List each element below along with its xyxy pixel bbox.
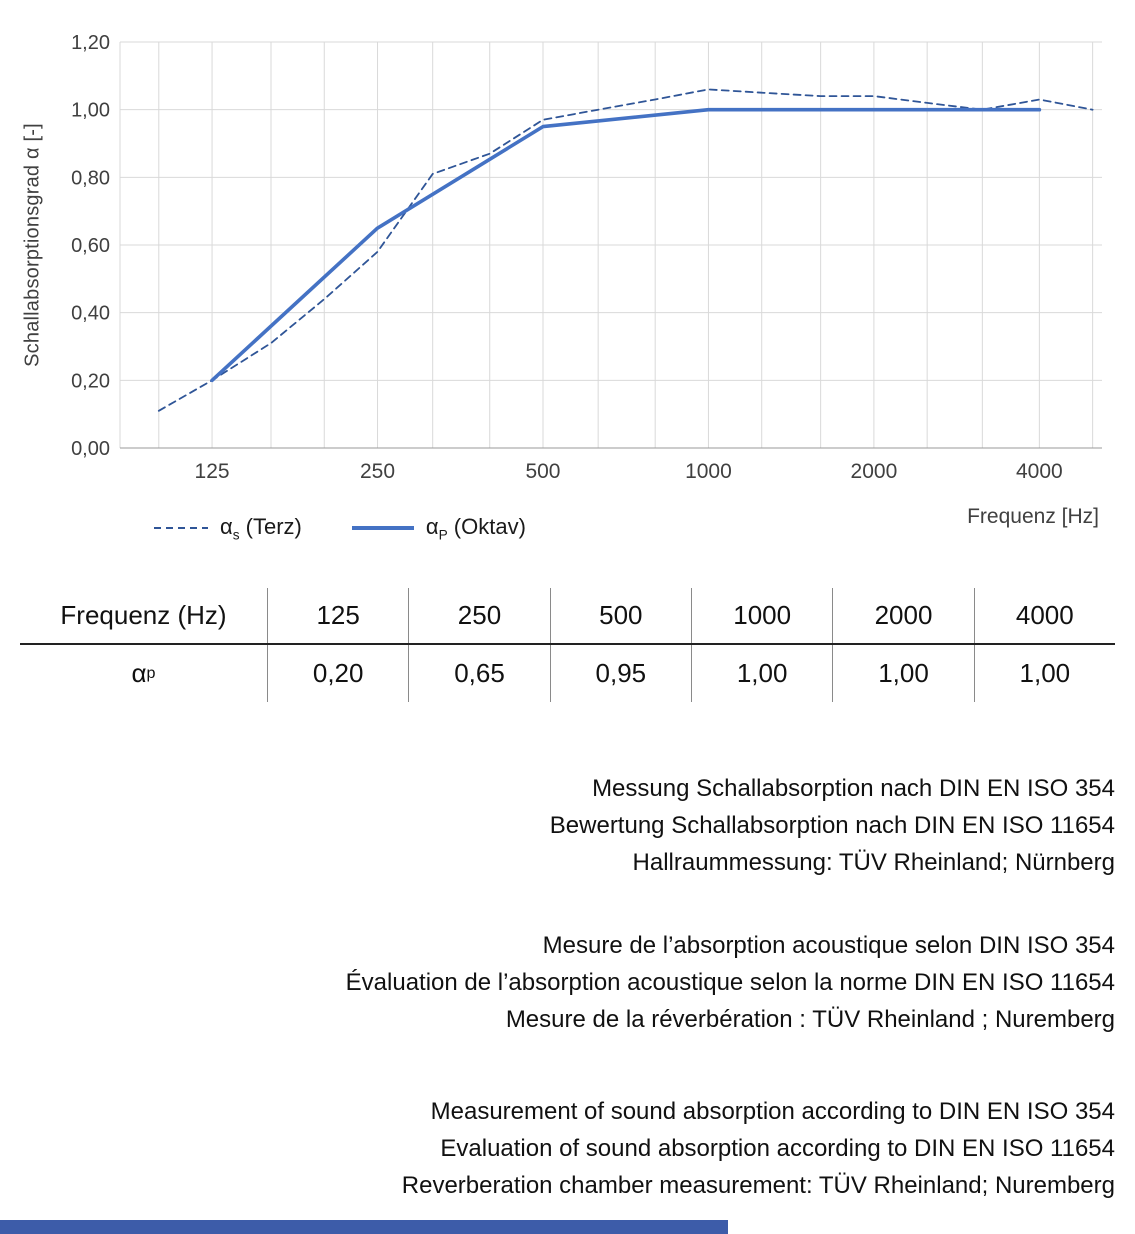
series-line-1 — [210, 107, 1042, 383]
legend-sub: s — [232, 527, 240, 543]
legend-item-terz: αs (Terz) — [152, 514, 302, 542]
table-cell: 0,65 — [408, 645, 549, 702]
y-tick-label: 0,00 — [71, 438, 110, 460]
table-cell: 4000 — [973, 588, 1115, 643]
table-cell: 2000 — [832, 588, 973, 643]
table-cell: 0,95 — [549, 645, 691, 702]
legend-item-oktav: αP (Oktav) — [350, 514, 526, 542]
legend-alpha: α — [425, 514, 439, 539]
row-label-sub: p — [146, 664, 156, 682]
legend-text: (Oktav) — [447, 514, 526, 539]
table-cell: 1,00 — [832, 645, 973, 702]
note-line: Measurement of sound absorption accordin… — [430, 1098, 1115, 1125]
y-axis-title: Schallabsorptionsgrad α [-] — [21, 123, 44, 367]
note-line: Évaluation de l’absorption acoustique se… — [345, 969, 1115, 996]
legend-dashed-line-sample — [154, 527, 208, 530]
absorption-table: Frequenz (Hz) 125 250 500 1000 2000 4000… — [20, 588, 1115, 702]
notes-french: Mesure de l’absorption acoustique selon … — [346, 927, 1115, 1038]
legend-label-oktav: αP (Oktav) — [426, 514, 526, 542]
y-tick-label: 0,40 — [71, 303, 110, 325]
table-cell: 125 — [267, 588, 408, 643]
note-line: Reverberation chamber measurement: TÜV R… — [401, 1172, 1115, 1199]
x-tick-label: 250 — [360, 460, 395, 483]
legend-text: (Terz) — [239, 514, 302, 539]
note-line: Mesure de la réverbération : TÜV Rheinla… — [505, 1006, 1115, 1033]
row-label-text: Frequenz (Hz) — [60, 600, 227, 630]
x-tick-label: 125 — [195, 460, 230, 483]
y-tick-label: 1,00 — [71, 100, 110, 122]
series-line-0 — [157, 88, 1094, 412]
y-tick-label: 1,20 — [71, 32, 110, 54]
legend-label-terz: αs (Terz) — [220, 514, 302, 542]
notes-german: Messung Schallabsorption nach DIN EN ISO… — [550, 770, 1115, 881]
notes-english: Measurement of sound absorption accordin… — [402, 1093, 1115, 1204]
note-line: Evaluation of sound absorption according… — [440, 1135, 1115, 1162]
legend-sub: P — [438, 527, 448, 543]
note-line: Messung Schallabsorption nach DIN EN ISO… — [592, 775, 1115, 802]
legend-solid-line-sample — [351, 526, 414, 531]
legend-alpha: α — [220, 514, 233, 539]
x-tick-label: 500 — [525, 460, 560, 483]
y-tick-label: 0,60 — [71, 235, 110, 257]
table-cell: 250 — [408, 588, 549, 643]
table-cell: 0,20 — [267, 645, 408, 702]
chart-legend: αs (Terz) αP (Oktav) — [152, 514, 526, 542]
y-tick-label: 0,80 — [71, 167, 110, 189]
table-cell: 1000 — [690, 588, 832, 643]
y-tick-label: 0,20 — [71, 370, 110, 392]
x-tick-label: 2000 — [851, 460, 898, 483]
absorption-chart: 0,00 0,20 0,40 0,60 0,80 1,00 1,20 125 250 500 100… — [71, 32, 1102, 483]
footer-bar — [0, 1220, 728, 1234]
table-row-label: Frequenz (Hz) — [20, 588, 267, 643]
x-tick-label: 4000 — [1016, 460, 1063, 483]
x-tick-label: 1000 — [685, 460, 732, 483]
table-header-row: Frequenz (Hz) 125 250 500 1000 2000 4000 — [20, 588, 1115, 645]
row-label-text: α — [131, 658, 147, 688]
note-line: Mesure de l’absorption acoustique selon … — [542, 932, 1115, 959]
table-cell: 500 — [549, 588, 691, 643]
note-line: Hallraummessung: TÜV Rheinland; Nürnberg — [632, 849, 1115, 876]
x-axis-title: Frequenz [Hz] — [967, 505, 1099, 528]
note-line: Bewertung Schallabsorption nach DIN EN I… — [549, 812, 1115, 839]
table-cell: 1,00 — [690, 645, 832, 702]
table-cell: 1,00 — [973, 645, 1115, 702]
